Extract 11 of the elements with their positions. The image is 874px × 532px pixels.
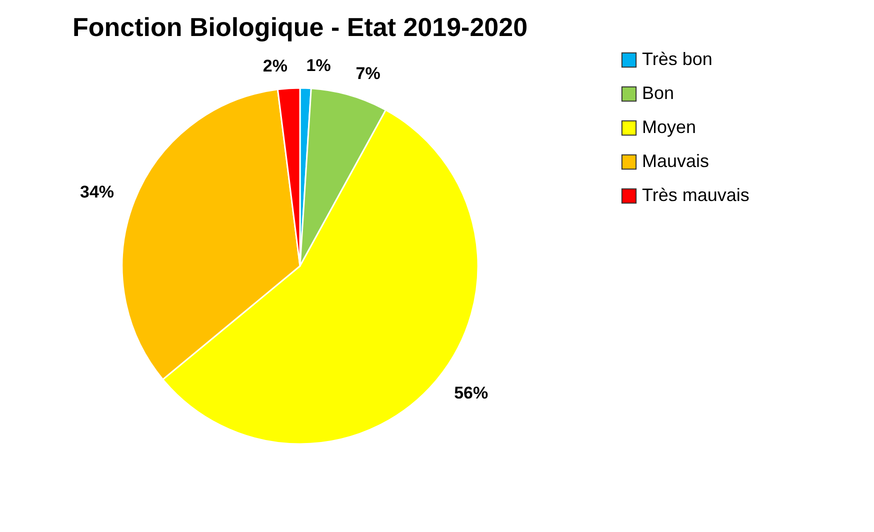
legend-label: Bon xyxy=(642,83,674,103)
legend-label: Très mauvais xyxy=(642,185,750,205)
chart-title: Fonction Biologique - Etat 2019-2020 xyxy=(72,12,528,42)
data-label: 2% xyxy=(262,56,288,76)
data-label: 56% xyxy=(454,383,488,402)
legend-label: Moyen xyxy=(642,117,696,137)
data-label: 7% xyxy=(356,64,380,83)
data-label: 1% xyxy=(306,56,331,76)
legend-label: Mauvais xyxy=(642,151,710,171)
legend-label: Très bon xyxy=(642,49,712,69)
data-label: 34% xyxy=(80,182,114,202)
